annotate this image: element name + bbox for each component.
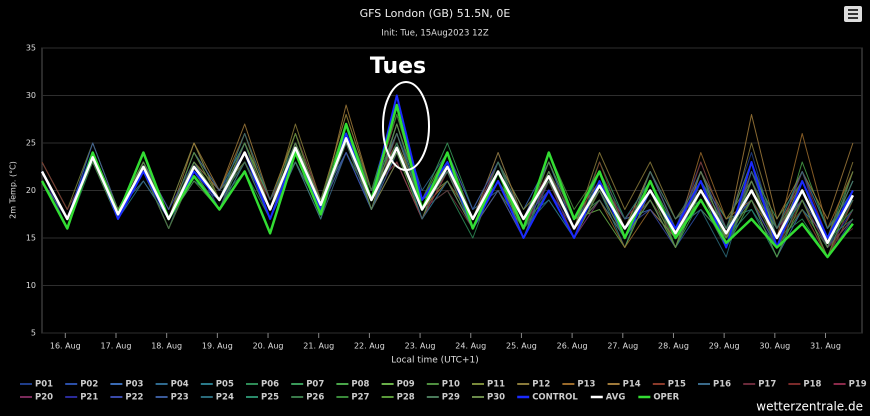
x-tick-label: 22. Aug	[354, 342, 385, 351]
x-tick-label: 31. Aug	[810, 342, 841, 351]
legend-label: P01	[35, 380, 53, 390]
menu-bar	[848, 13, 858, 15]
x-tick-label: 18. Aug	[151, 342, 182, 351]
x-tick-label: 24. Aug	[455, 342, 486, 351]
x-tick-label: 29. Aug	[709, 342, 740, 351]
y-tick-label: 30	[26, 91, 36, 100]
y-tick-label: 10	[26, 281, 36, 290]
y-tick-label: 20	[26, 186, 36, 195]
legend-label: P22	[125, 393, 143, 403]
legend-label: P26	[306, 393, 324, 403]
menu-bar	[848, 9, 858, 11]
legend-label: P30	[487, 393, 505, 403]
legend-label: P18	[803, 380, 821, 390]
x-tick-label: 26. Aug	[557, 342, 588, 351]
legend-label: P21	[80, 393, 98, 403]
legend-label: P08	[351, 380, 369, 390]
legend-label: P17	[758, 380, 776, 390]
legend-label: P28	[397, 393, 415, 403]
legend-label: P12	[532, 380, 550, 390]
legend-label: P10	[442, 380, 460, 390]
legend-label: P29	[442, 393, 460, 403]
x-tick-label: 23. Aug	[405, 342, 436, 351]
y-axis-label: 2m Temp. (°C)	[9, 161, 18, 219]
highlight-ellipse	[382, 81, 430, 171]
legend-label: P15	[668, 380, 686, 390]
menu-button[interactable]	[844, 6, 862, 22]
x-tick-label: 21. Aug	[303, 342, 334, 351]
legend-label: P14	[623, 380, 641, 390]
legend-label: P04	[171, 380, 189, 390]
x-tick-label: 28. Aug	[658, 342, 689, 351]
x-tick-label: 19. Aug	[202, 342, 233, 351]
legend-label: P05	[216, 380, 234, 390]
x-tick-label: 30. Aug	[759, 342, 790, 351]
legend-label: P09	[397, 380, 415, 390]
legend-label: P19	[849, 380, 867, 390]
x-tick-label: 27. Aug	[607, 342, 638, 351]
source: wetterzentrale.de	[756, 400, 863, 414]
legend-label: P25	[261, 393, 279, 403]
y-tick-label: 25	[26, 139, 36, 148]
legend-label: OPER	[653, 393, 679, 403]
chart-title: GFS London (GB) 51.5N, 0E	[360, 7, 511, 20]
chart-subtitle: Init: Tue, 15Aug2023 12Z	[381, 29, 489, 39]
legend-label: P24	[216, 393, 234, 403]
menu-bar	[848, 17, 858, 19]
x-axis-label: Local time (UTC+1)	[391, 356, 479, 366]
legend-label: P07	[306, 380, 324, 390]
legend-label: P02	[80, 380, 98, 390]
legend-label: P23	[171, 393, 189, 403]
legend-label: P27	[351, 393, 369, 403]
main-line	[40, 103, 854, 259]
legend-label: P16	[713, 380, 731, 390]
legend-label: P06	[261, 380, 279, 390]
y-tick-label: 15	[26, 234, 36, 243]
x-tick-label: 25. Aug	[506, 342, 537, 351]
legend-label: P20	[35, 393, 53, 403]
y-tick-label: 35	[26, 44, 36, 53]
main-line	[40, 137, 855, 245]
legend-label: AVG	[606, 393, 626, 403]
x-tick-label: 20. Aug	[253, 342, 284, 351]
legend-label: P13	[577, 380, 595, 390]
legend-label: CONTROL	[532, 393, 578, 403]
legend-label: P03	[125, 380, 143, 390]
y-tick-label: 5	[31, 329, 36, 338]
legend-label: P11	[487, 380, 505, 390]
annotation: Tues	[370, 54, 426, 79]
x-tick-label: 17. Aug	[101, 342, 132, 351]
x-tick-label: 16. Aug	[50, 342, 81, 351]
